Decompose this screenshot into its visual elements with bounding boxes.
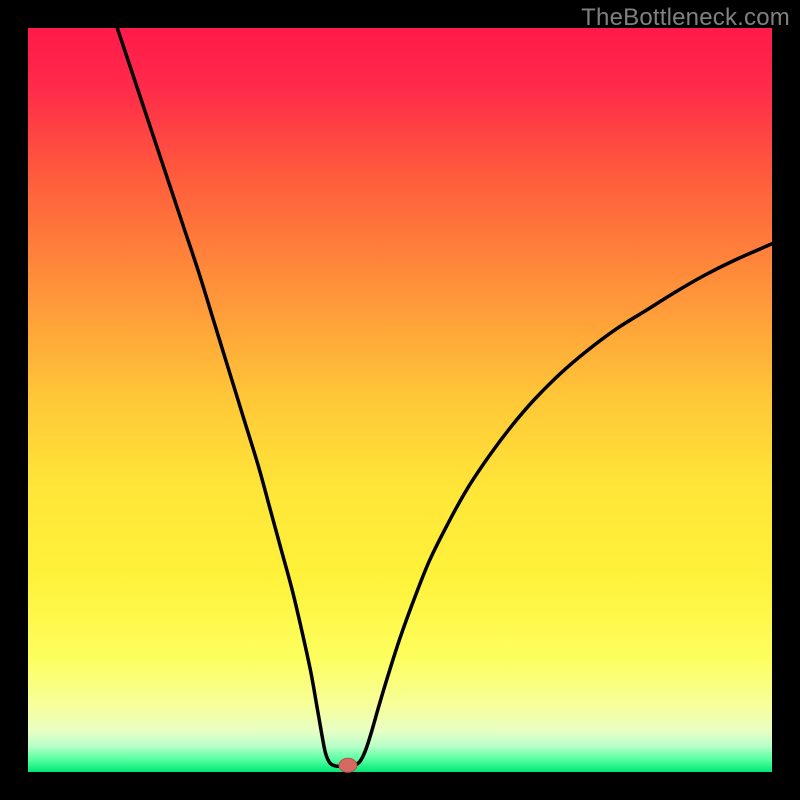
chart-container: TheBottleneck.com — [0, 0, 800, 800]
plot-background — [28, 28, 772, 772]
watermark-text: TheBottleneck.com — [581, 4, 790, 32]
bottleneck-chart — [0, 0, 800, 800]
optimal-point-marker — [339, 758, 357, 772]
